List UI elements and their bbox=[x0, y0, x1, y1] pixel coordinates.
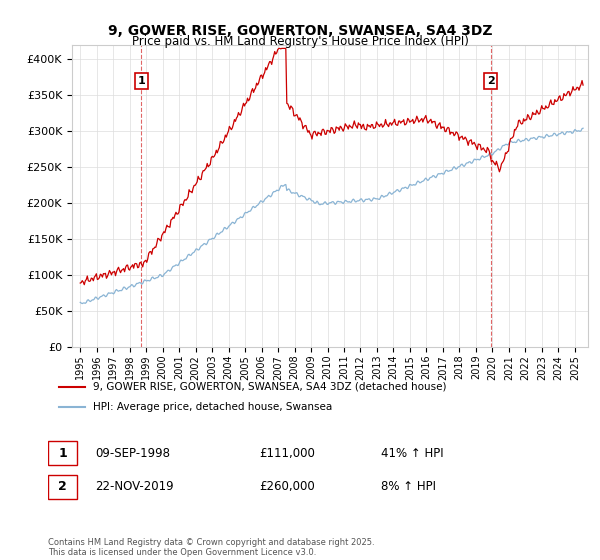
Text: £260,000: £260,000 bbox=[259, 480, 315, 493]
Text: £111,000: £111,000 bbox=[259, 446, 315, 460]
Text: 41% ↑ HPI: 41% ↑ HPI bbox=[380, 446, 443, 460]
Text: 1: 1 bbox=[137, 76, 145, 86]
FancyBboxPatch shape bbox=[48, 441, 77, 465]
FancyBboxPatch shape bbox=[48, 475, 77, 498]
Text: 2: 2 bbox=[487, 76, 494, 86]
Text: 1: 1 bbox=[58, 446, 67, 460]
Text: 09-SEP-1998: 09-SEP-1998 bbox=[95, 446, 170, 460]
Text: Contains HM Land Registry data © Crown copyright and database right 2025.
This d: Contains HM Land Registry data © Crown c… bbox=[48, 538, 374, 557]
Text: 8% ↑ HPI: 8% ↑ HPI bbox=[380, 480, 436, 493]
Text: HPI: Average price, detached house, Swansea: HPI: Average price, detached house, Swan… bbox=[93, 402, 332, 412]
Text: 9, GOWER RISE, GOWERTON, SWANSEA, SA4 3DZ (detached house): 9, GOWER RISE, GOWERTON, SWANSEA, SA4 3D… bbox=[93, 382, 446, 392]
Text: 2: 2 bbox=[58, 480, 67, 493]
Text: 22-NOV-2019: 22-NOV-2019 bbox=[95, 480, 174, 493]
Text: Price paid vs. HM Land Registry's House Price Index (HPI): Price paid vs. HM Land Registry's House … bbox=[131, 35, 469, 49]
Text: 9, GOWER RISE, GOWERTON, SWANSEA, SA4 3DZ: 9, GOWER RISE, GOWERTON, SWANSEA, SA4 3D… bbox=[108, 24, 492, 38]
